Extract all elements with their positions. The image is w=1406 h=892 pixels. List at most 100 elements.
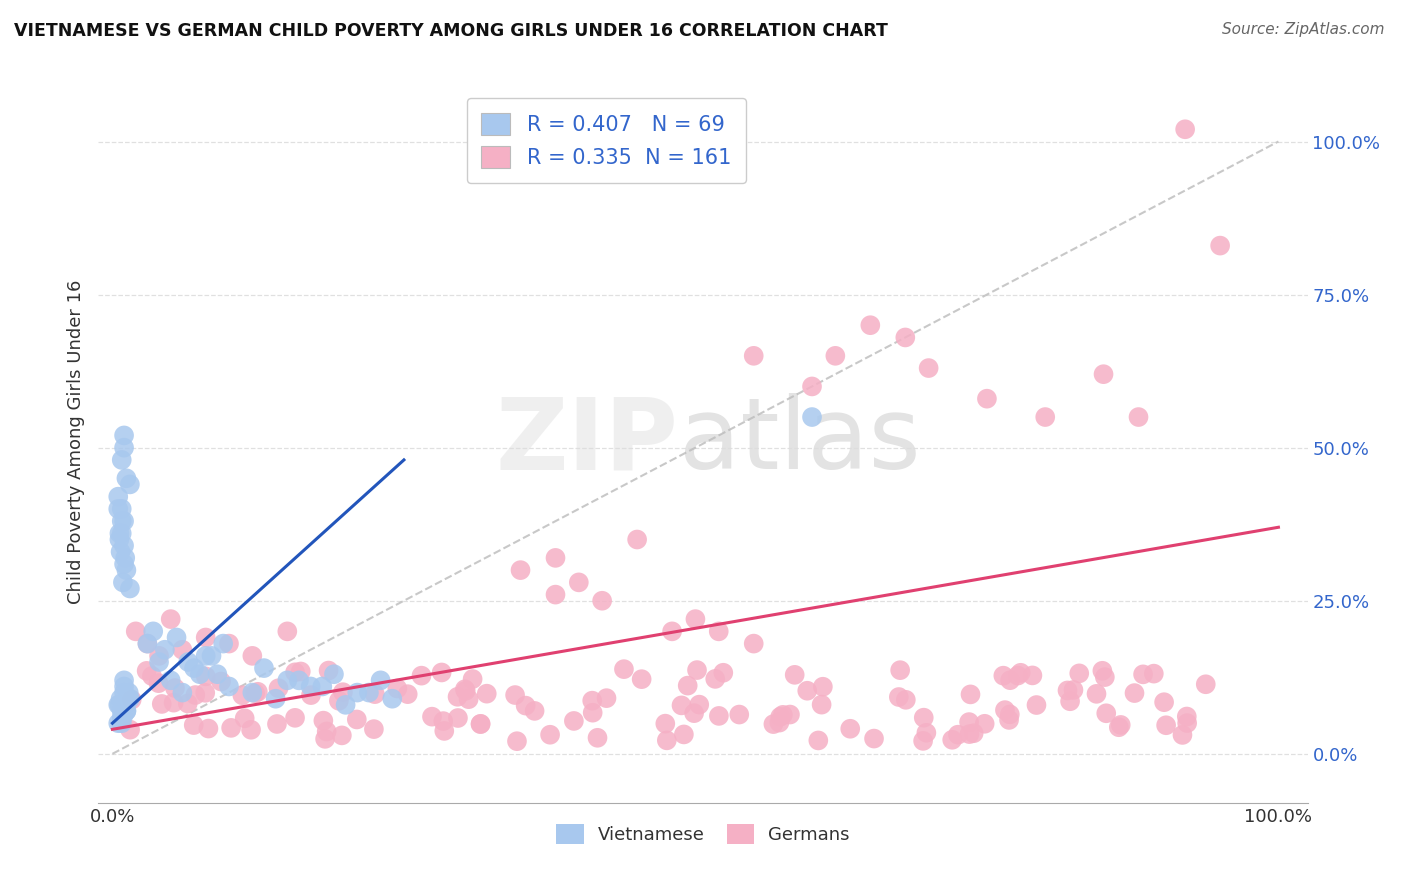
Point (1062, 682, 1084, 697)
Point (118, 685, 141, 699)
Point (332, 685, 354, 699)
Point (544, 588, 567, 602)
Point (801, 410, 824, 425)
Point (159, 673, 181, 688)
Point (973, 716, 995, 731)
Point (433, 723, 456, 738)
Point (704, 672, 727, 686)
Point (218, 680, 240, 694)
Point (177, 655, 200, 669)
Point (194, 648, 217, 663)
Point (1109, 718, 1132, 732)
Point (515, 698, 537, 713)
Point (111, 710, 134, 724)
Point (1171, 728, 1194, 742)
Text: VIETNAMESE VS GERMAN CHILD POVERTY AMONG GIRLS UNDER 16 CORRELATION CHART: VIETNAMESE VS GERMAN CHILD POVERTY AMONG… (14, 22, 889, 40)
Point (544, 550, 567, 565)
Point (506, 734, 529, 748)
Point (194, 669, 217, 683)
Point (231, 688, 253, 702)
Point (1007, 668, 1029, 682)
Point (796, 683, 818, 698)
Point (114, 550, 136, 565)
Point (509, 563, 531, 577)
Point (432, 714, 454, 728)
Point (672, 727, 695, 741)
Point (112, 698, 135, 712)
Point (219, 721, 242, 735)
Point (110, 545, 132, 559)
Point (197, 722, 219, 736)
Point (315, 724, 337, 739)
Point (1175, 709, 1198, 723)
Point (288, 673, 311, 688)
Point (783, 668, 806, 682)
Point (346, 713, 368, 727)
Point (475, 687, 498, 701)
Point (1175, 716, 1198, 731)
Point (959, 687, 981, 701)
Point (586, 731, 609, 745)
Point (889, 663, 911, 677)
Point (810, 698, 832, 712)
Point (779, 707, 801, 722)
Point (688, 698, 710, 712)
Point (246, 685, 269, 699)
Point (762, 717, 785, 731)
Point (998, 707, 1021, 722)
Point (159, 612, 181, 626)
Point (1095, 706, 1118, 721)
Point (671, 698, 693, 713)
Point (108, 698, 131, 712)
Point (112, 557, 135, 571)
Point (1209, 238, 1232, 252)
Point (111, 575, 134, 590)
Point (112, 428, 135, 442)
Point (685, 612, 707, 626)
Point (284, 665, 307, 680)
Point (335, 698, 357, 712)
Point (118, 582, 141, 596)
Point (1108, 720, 1130, 734)
Point (183, 661, 205, 675)
Point (1069, 666, 1091, 681)
Point (323, 667, 346, 681)
Point (582, 706, 605, 720)
Point (381, 691, 404, 706)
Point (290, 665, 312, 679)
Point (655, 733, 678, 747)
Point (172, 685, 194, 699)
Point (411, 668, 433, 682)
Point (112, 673, 135, 688)
Point (207, 667, 229, 681)
Point (1091, 664, 1114, 678)
Point (711, 665, 734, 680)
Point (707, 624, 730, 639)
Point (136, 637, 159, 651)
Point (166, 631, 188, 645)
Point (266, 717, 288, 731)
Point (264, 691, 287, 706)
Text: atlas: atlas (679, 393, 921, 490)
Point (142, 624, 165, 639)
Point (859, 318, 882, 333)
Point (112, 680, 135, 694)
Point (912, 711, 935, 725)
Point (312, 714, 335, 728)
Point (824, 349, 846, 363)
Point (163, 696, 186, 710)
Point (148, 655, 170, 669)
Point (111, 514, 134, 528)
Point (153, 642, 176, 657)
Point (115, 563, 138, 577)
Point (503, 688, 526, 702)
Point (121, 692, 143, 706)
Point (686, 663, 709, 677)
Point (591, 593, 613, 607)
Point (330, 728, 353, 742)
Point (243, 686, 266, 700)
Point (299, 688, 322, 702)
Point (112, 685, 135, 699)
Point (111, 716, 134, 731)
Point (887, 690, 910, 704)
